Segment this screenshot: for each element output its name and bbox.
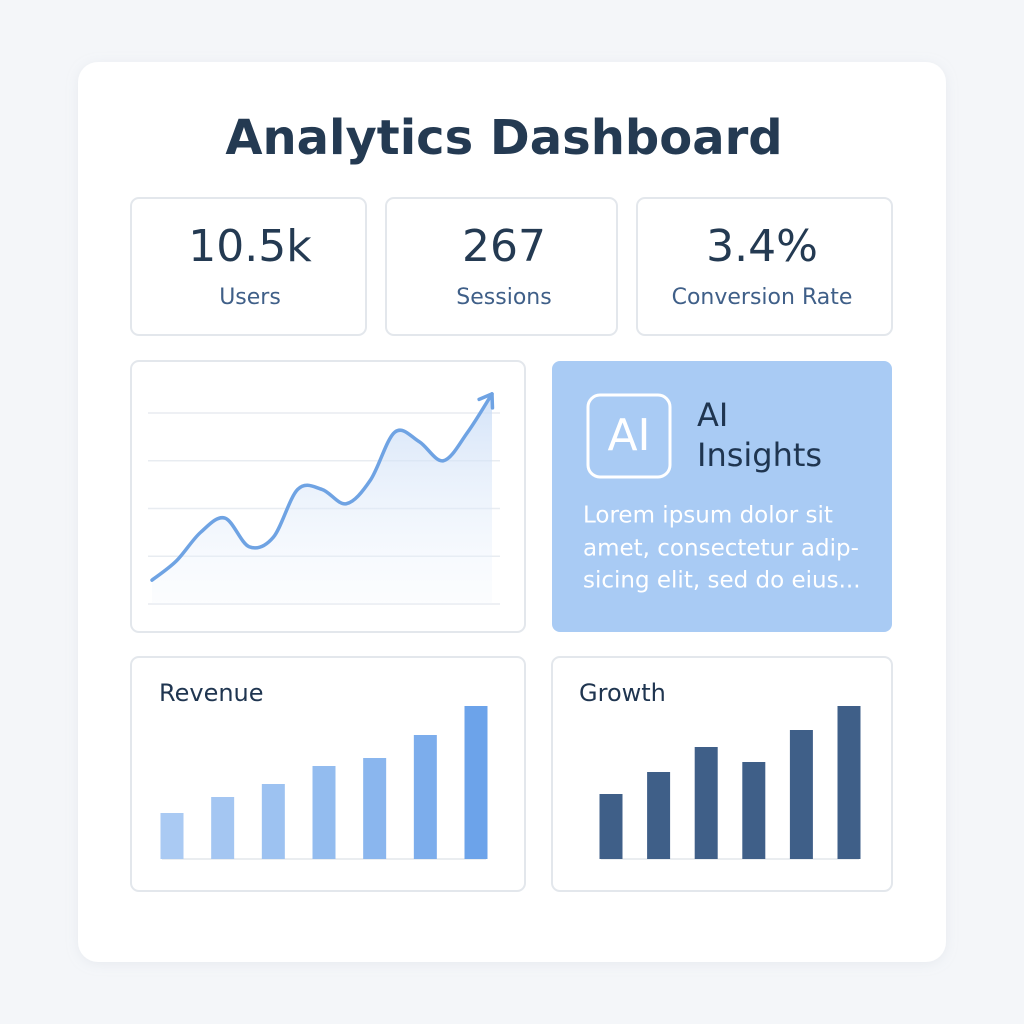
line-area bbox=[152, 393, 492, 604]
stat-card bbox=[130, 197, 367, 336]
bar bbox=[211, 797, 235, 859]
bar bbox=[837, 706, 861, 859]
insights-title: Insights bbox=[697, 436, 822, 474]
growth-chart bbox=[599, 706, 861, 860]
stat-card bbox=[385, 197, 618, 336]
stat-value: 267 bbox=[462, 221, 546, 272]
insights-panel bbox=[552, 361, 892, 632]
bar bbox=[160, 813, 184, 859]
stat-value: 10.5k bbox=[188, 221, 312, 272]
bar bbox=[742, 762, 766, 859]
stat-label: Conversion Rate bbox=[672, 285, 853, 310]
bar bbox=[363, 758, 387, 859]
insights-text: sicing elit, sed do eius... bbox=[583, 568, 861, 594]
ai-badge bbox=[586, 393, 672, 479]
bar bbox=[694, 747, 718, 859]
insights-text: amet, consectetur adip- bbox=[583, 536, 859, 562]
stat-card bbox=[636, 197, 893, 336]
stat-value: 3.4% bbox=[706, 221, 818, 272]
ai-badge-text: AI bbox=[607, 410, 650, 461]
insights-title: AI bbox=[697, 396, 728, 434]
trend-chart bbox=[148, 392, 500, 605]
stat-label: Sessions bbox=[456, 285, 551, 310]
stat-label: Users bbox=[219, 285, 281, 310]
arrow-head bbox=[477, 392, 495, 410]
bar bbox=[312, 766, 336, 859]
bar bbox=[413, 735, 437, 859]
chart-title: Revenue bbox=[159, 679, 264, 707]
bar bbox=[464, 706, 488, 859]
insights-text: Lorem ipsum dolor sit bbox=[583, 503, 833, 529]
bar bbox=[647, 772, 671, 859]
revenue-chart bbox=[160, 706, 488, 860]
chart-title: Growth bbox=[579, 679, 666, 707]
dashboard-title: Analytics Dashboard bbox=[225, 110, 782, 166]
line-series bbox=[150, 392, 494, 582]
bar bbox=[789, 730, 813, 859]
bar bbox=[261, 784, 285, 859]
bar bbox=[599, 794, 623, 859]
